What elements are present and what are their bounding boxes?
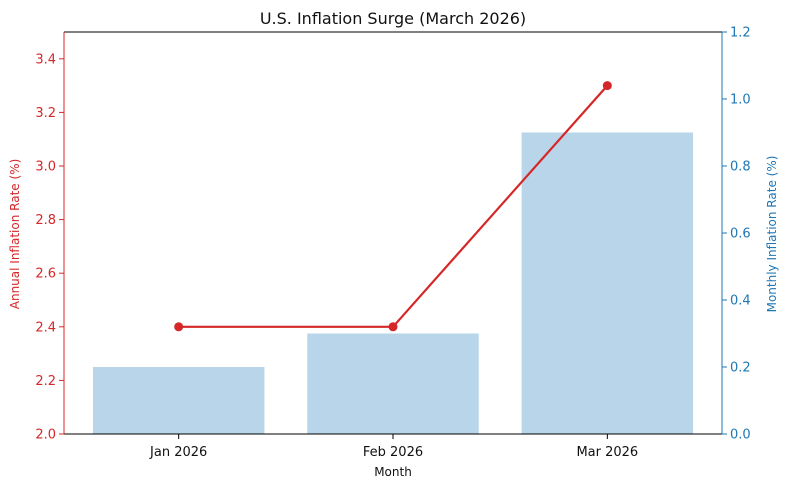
right-y-axis-label: Monthly Inflation Rate (%) xyxy=(765,156,779,313)
left-tick-label-2: 2.4 xyxy=(35,320,56,335)
x-tick-label-1: Feb 2026 xyxy=(363,445,423,460)
bar-monthly-1 xyxy=(307,333,479,434)
bar-monthly-0 xyxy=(92,367,265,434)
monthly-bars xyxy=(92,132,694,434)
annual-point-1 xyxy=(388,322,398,332)
right-tick-label-0: 0.0 xyxy=(730,428,751,443)
annual-point-0 xyxy=(174,322,184,332)
left-tick-label-7: 3.4 xyxy=(35,52,56,67)
right-tick-label-2: 0.4 xyxy=(730,294,751,309)
bar-monthly-2 xyxy=(521,132,694,434)
left-tick-label-0: 2.0 xyxy=(35,428,56,443)
right-tick-label-6: 1.2 xyxy=(730,26,751,41)
left-tick-label-5: 3.0 xyxy=(35,160,56,175)
right-tick-label-3: 0.6 xyxy=(730,227,751,242)
x-tick-label-0: Jan 2026 xyxy=(149,445,207,460)
x-tick-label-2: Mar 2026 xyxy=(576,445,638,460)
left-y-axis-label: Annual Inflation Rate (%) xyxy=(8,159,22,309)
axes: 2.0 2.2 2.4 2.6 2.8 3.0 3.2 3.4 0.0 0.2 0.4 0.6 0.8 1… xyxy=(35,26,750,461)
annual-line xyxy=(174,81,612,332)
right-tick-label-5: 1.0 xyxy=(730,93,751,108)
x-axis-label: Month xyxy=(374,465,412,479)
left-tick-label-6: 3.2 xyxy=(35,106,56,121)
annual-point-2 xyxy=(602,81,612,91)
right-tick-label-4: 0.8 xyxy=(730,160,751,175)
left-tick-label-1: 2.2 xyxy=(35,374,56,389)
right-tick-label-1: 0.2 xyxy=(730,361,751,376)
chart-title: U.S. Inflation Surge (March 2026) xyxy=(260,9,526,28)
left-tick-label-4: 2.8 xyxy=(35,213,56,228)
left-tick-label-3: 2.6 xyxy=(35,267,56,282)
